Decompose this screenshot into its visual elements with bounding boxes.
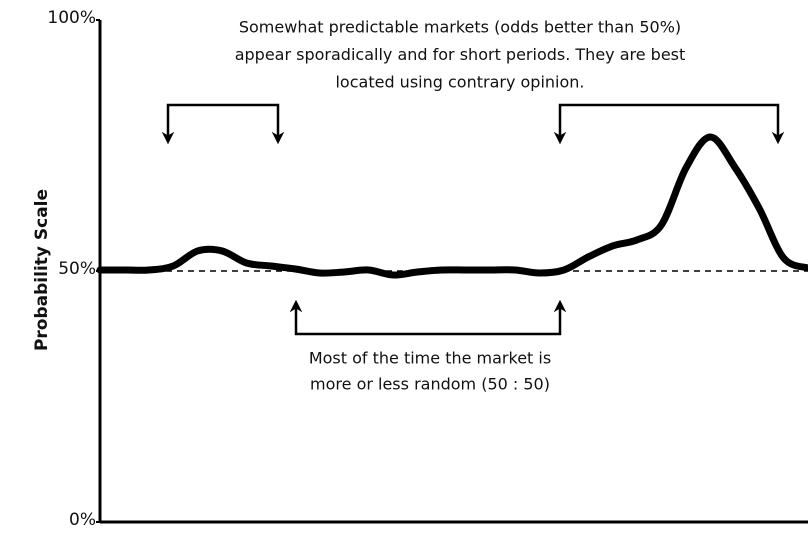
- annotation: more or less random (50 : 50): [310, 375, 550, 394]
- y-tick-label: 50%: [58, 259, 96, 279]
- annotation: Most of the time the market is: [309, 349, 551, 368]
- annotation: located using contrary opinion.: [335, 73, 584, 92]
- bracket: [289, 299, 567, 336]
- y-axis-label: Probability Scale: [32, 189, 52, 351]
- annotation: Somewhat predictable markets (odds bette…: [239, 18, 681, 37]
- y-tick-label: 100%: [47, 8, 96, 28]
- brackets: [161, 103, 785, 336]
- y-tick-label: 0%: [69, 510, 96, 530]
- bracket: [553, 103, 785, 145]
- line: [96, 133, 808, 279]
- annotation: appear sporadically and for short period…: [235, 45, 686, 64]
- bracket: [161, 103, 285, 145]
